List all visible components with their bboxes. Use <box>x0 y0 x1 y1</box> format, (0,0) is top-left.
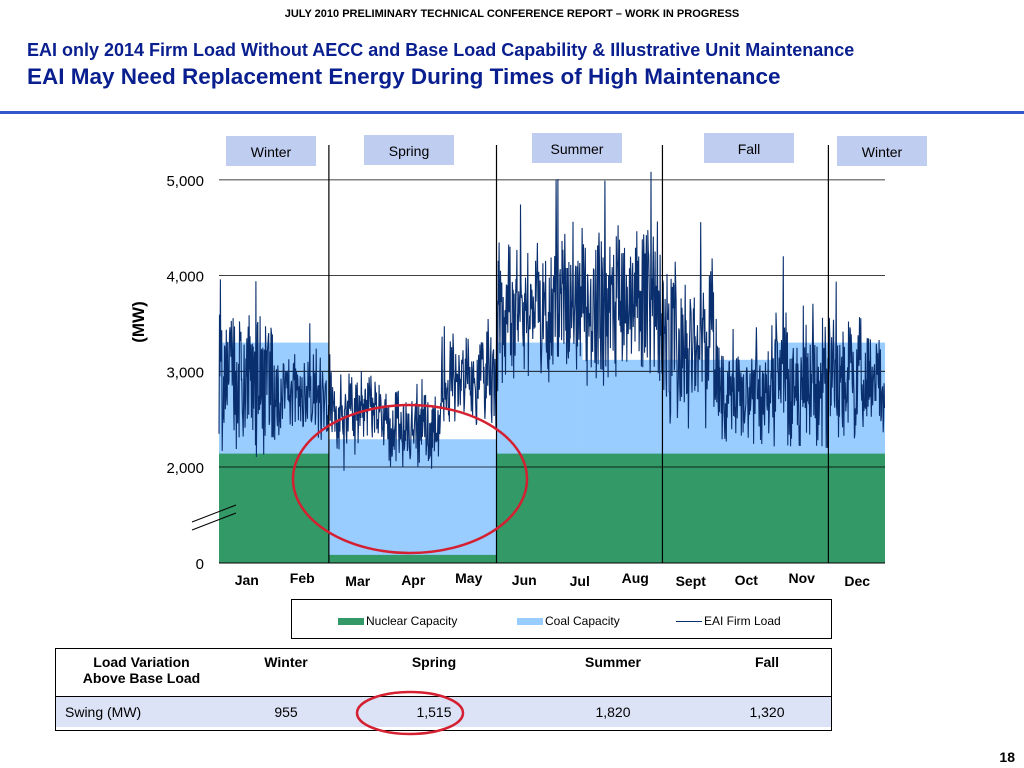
report-banner: JULY 2010 PRELIMINARY TECHNICAL CONFEREN… <box>284 8 740 20</box>
month-label: Jul <box>570 573 590 589</box>
y-axis-label: (MW) <box>129 301 148 343</box>
month-label: Jun <box>512 572 537 588</box>
season-box <box>226 136 316 166</box>
month-label: Apr <box>401 572 426 588</box>
month-label: Sept <box>676 573 707 589</box>
table-header-summer: Summer <box>584 654 642 670</box>
nuclear-area-segment <box>496 453 885 563</box>
nuclear-area-segment <box>219 453 329 563</box>
legend-item-nuclear: Nuclear Capacity <box>338 614 457 628</box>
season-label: Winter <box>862 144 903 160</box>
legend-label-nuclear: Nuclear Capacity <box>366 614 458 628</box>
legend-item-load: EAI Firm Load <box>676 614 781 628</box>
month-label: Dec <box>844 573 870 589</box>
legend-swatch-load <box>676 621 702 623</box>
title-rule <box>0 111 1024 114</box>
axis-break-mark <box>191 512 237 531</box>
legend-label-load: EAI Firm Load <box>704 614 781 628</box>
y-tick-label: 4,000 <box>166 269 204 286</box>
load-capacity-chart: 0 2,000 3,000 4,000 5,000 (MW) Winter Spring Sum… <box>129 133 927 589</box>
season-box <box>837 136 927 166</box>
slide-subtitle: EAI only 2014 Firm Load Without AECC and… <box>27 40 855 60</box>
cell-spring: 1,515 <box>344 696 524 727</box>
y-tick-label: 5,000 <box>166 173 204 190</box>
table-header-spring: Spring <box>411 654 457 670</box>
season-box <box>532 133 622 163</box>
y-tick-label: 3,000 <box>166 364 204 381</box>
season-label: Summer <box>551 141 604 157</box>
legend-label-coal: Coal Capacity <box>545 614 620 628</box>
load-line <box>218 171 886 471</box>
season-box <box>704 133 794 163</box>
header-line2: Above Base Load <box>82 670 201 686</box>
month-label: Jan <box>235 572 259 588</box>
table-row: Swing (MW) 955 1,515 1,820 1,320 <box>55 696 832 727</box>
y-tick-label: 2,000 <box>166 460 204 477</box>
season-box <box>364 135 454 165</box>
cell-winter: 955 <box>228 696 344 727</box>
swing-table: Load Variation Above Base Load Winter Sp… <box>55 648 832 727</box>
table-header-fall: Fall <box>754 654 780 670</box>
month-label: Oct <box>735 572 759 588</box>
season-label: Fall <box>738 141 761 157</box>
legend-swatch-nuclear <box>338 618 364 626</box>
month-label: Feb <box>290 570 315 586</box>
axis-break-mark <box>191 504 237 523</box>
coal-area-segment <box>328 439 497 563</box>
header-line1: Load Variation <box>93 654 190 670</box>
slide-title: EAI May Need Replacement Energy During T… <box>27 64 781 89</box>
month-label: Nov <box>789 570 816 586</box>
row-label: Swing (MW) <box>55 696 228 727</box>
page-number: 18 <box>999 749 1015 765</box>
table-header-winter: Winter <box>264 654 308 670</box>
legend-swatch-coal <box>517 618 543 626</box>
cell-fall: 1,320 <box>702 696 832 727</box>
nuclear-area-segment <box>328 554 497 563</box>
table-header-row: Load Variation Above Base Load Winter Sp… <box>55 648 832 697</box>
season-label: Winter <box>251 144 292 160</box>
cell-summer: 1,820 <box>524 696 702 727</box>
legend-item-coal: Coal Capacity <box>517 614 620 628</box>
month-label: May <box>455 570 482 586</box>
month-label: Mar <box>345 573 370 589</box>
y-tick-label: 0 <box>196 556 204 573</box>
season-label: Spring <box>389 143 429 159</box>
chart-legend: Nuclear Capacity Coal Capacity EAI Firm … <box>291 599 832 639</box>
table-header-variation: Load Variation Above Base Load <box>55 648 228 697</box>
month-label: Aug <box>622 570 649 586</box>
